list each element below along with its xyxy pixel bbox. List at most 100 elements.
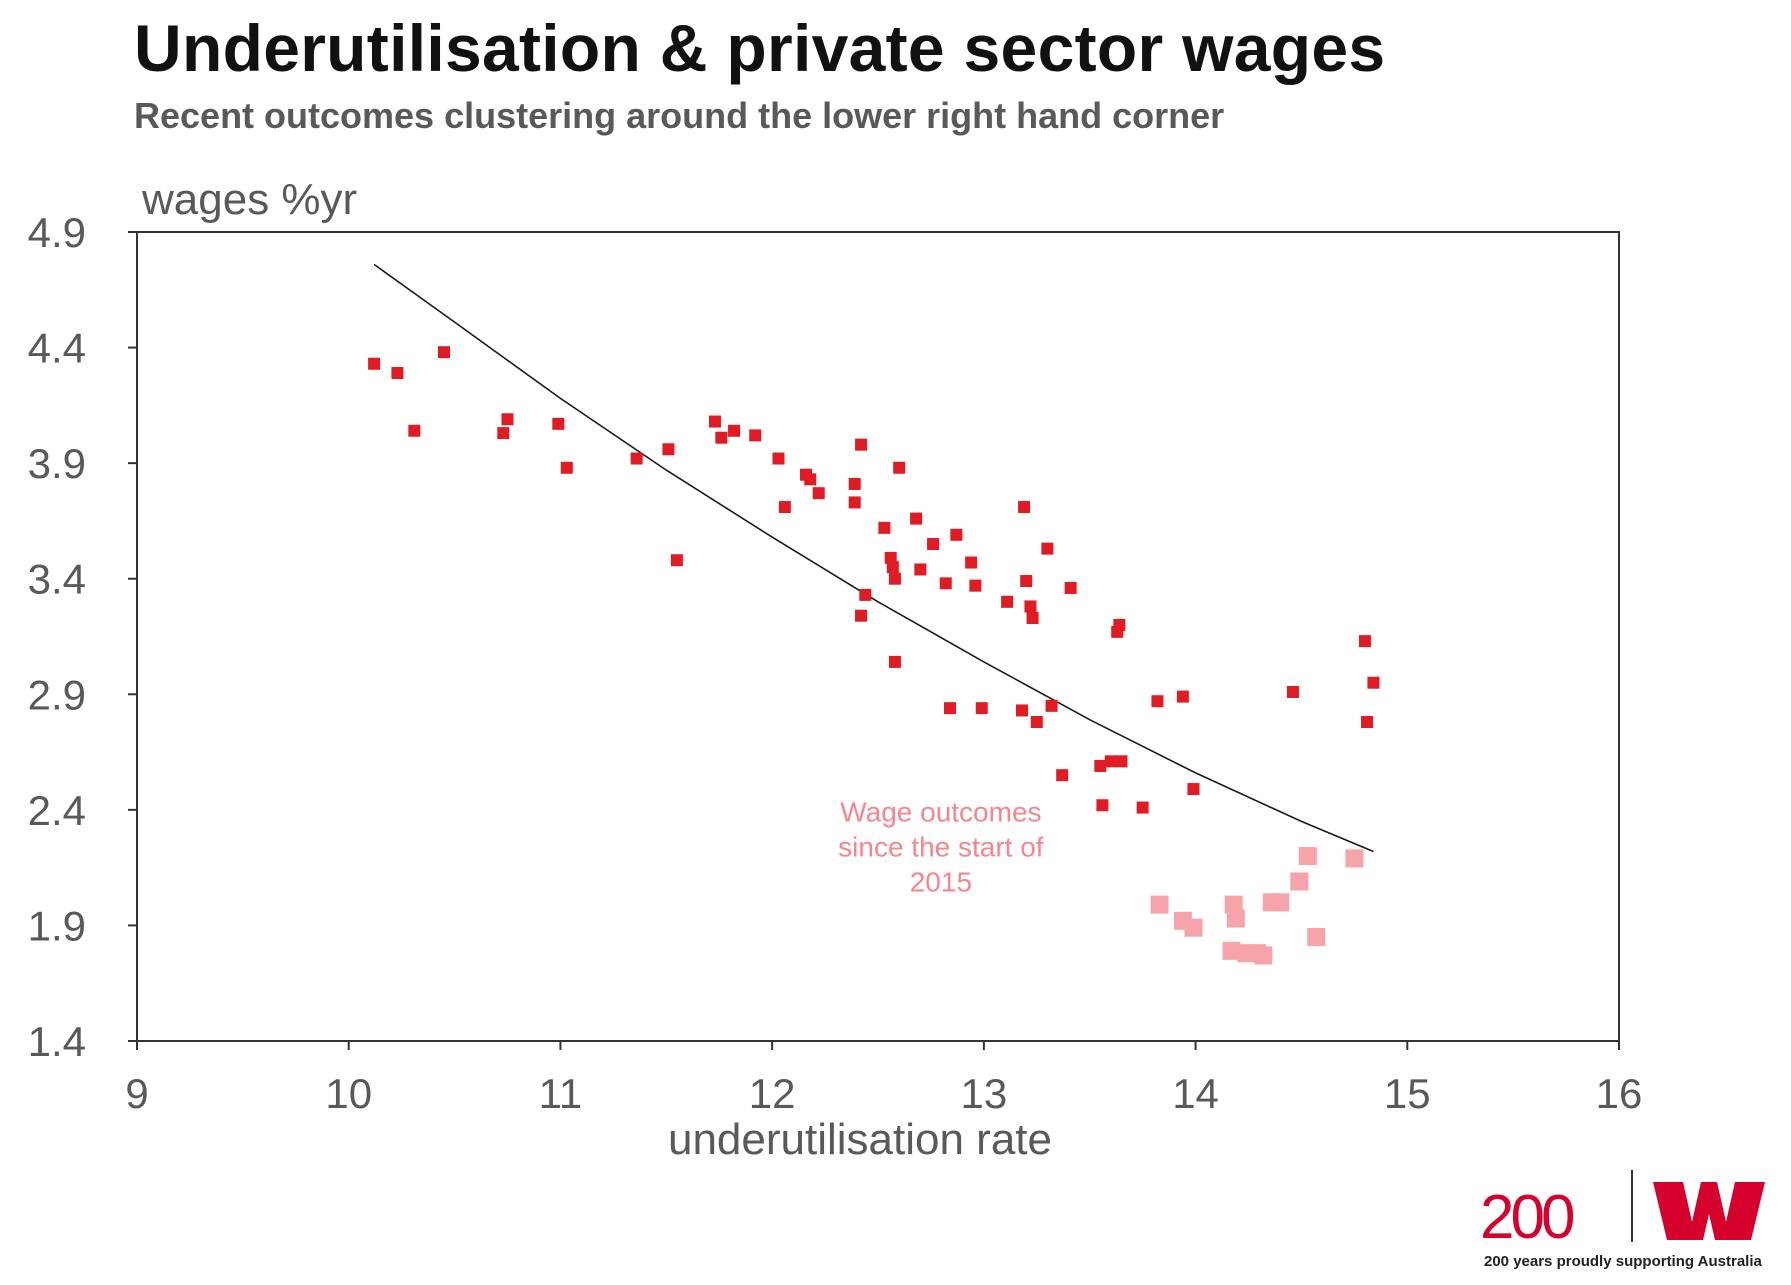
y-tick-label: 4.9	[28, 209, 86, 256]
data-point	[950, 528, 963, 541]
x-tick-label: 12	[749, 1070, 796, 1117]
data-point	[552, 417, 565, 430]
data-point	[1015, 704, 1028, 717]
data-point	[859, 588, 872, 601]
data-point	[778, 501, 791, 514]
data-point	[1056, 769, 1069, 782]
data-point	[1041, 542, 1054, 555]
y-tick-label: 2.4	[28, 787, 86, 834]
westpac-w-icon	[1653, 1182, 1765, 1240]
brand-tagline: 200 years proudly supporting Australia	[1484, 1253, 1762, 1270]
y-tick-label: 1.4	[28, 1018, 86, 1065]
data-point	[804, 473, 817, 486]
data-point	[914, 563, 927, 576]
y-tick-label: 1.9	[28, 902, 86, 949]
x-tick-label: 15	[1384, 1070, 1431, 1117]
chart-subtitle: Recent outcomes clustering around the lo…	[134, 95, 1225, 136]
data-point	[965, 556, 978, 569]
data-point	[1026, 612, 1039, 625]
data-point	[1286, 685, 1299, 698]
data-point-recent	[1184, 918, 1203, 937]
data-point	[943, 702, 956, 715]
recent-points-series	[1150, 847, 1364, 965]
x-tick-label: 14	[1172, 1070, 1219, 1117]
y-tick-label: 2.9	[28, 671, 86, 718]
westpac-200-logo: 200	[1480, 1170, 1765, 1252]
data-point-recent	[1222, 941, 1241, 960]
data-point	[391, 366, 404, 379]
data-point	[888, 655, 901, 668]
data-point	[408, 424, 421, 437]
data-point	[560, 461, 573, 474]
data-point	[1024, 600, 1037, 613]
data-point-recent	[1298, 847, 1317, 866]
x-tick-label: 11	[539, 1070, 583, 1117]
data-point	[630, 452, 643, 465]
data-point	[728, 424, 741, 437]
data-point-recent	[1307, 927, 1326, 946]
data-point	[1176, 690, 1189, 703]
x-axis-ticks: 9 10 11 12 13 14 15 16	[125, 1041, 1642, 1117]
data-point	[1115, 755, 1128, 768]
data-point	[1018, 501, 1031, 514]
data-point-recent	[1224, 895, 1243, 914]
data-point	[1136, 801, 1149, 814]
data-point	[855, 438, 868, 451]
data-point-recent	[1254, 946, 1273, 965]
data-point	[878, 521, 891, 534]
data-point-recent	[1345, 849, 1364, 868]
y-tick-label: 3.4	[28, 556, 86, 603]
data-point-recent	[1226, 909, 1245, 928]
data-point	[772, 452, 785, 465]
annotation-recent-outcomes: Wage outcomes since the start of 2015	[838, 796, 1044, 897]
data-point	[1113, 618, 1126, 631]
y-tick-label: 4.4	[28, 325, 86, 372]
plot-frame	[136, 231, 1620, 1042]
data-point	[497, 427, 510, 440]
data-point-recent	[1290, 872, 1309, 891]
data-point	[1358, 635, 1371, 648]
data-point	[708, 415, 721, 428]
data-point	[1367, 676, 1380, 689]
x-axis-label: underutilisation rate	[668, 1115, 1052, 1164]
data-point	[1020, 575, 1033, 588]
data-point	[1001, 595, 1014, 608]
data-point	[812, 487, 825, 500]
data-point	[1151, 695, 1164, 708]
y-axis-label: wages %yr	[141, 175, 357, 224]
data-point	[886, 561, 899, 574]
data-point	[749, 429, 762, 442]
data-point	[1045, 699, 1058, 712]
data-point	[1187, 783, 1200, 796]
data-point	[975, 702, 988, 715]
chart-title: Underutilisation & private sector wages	[134, 11, 1386, 85]
data-point	[910, 512, 923, 525]
historical-points-series	[368, 346, 1380, 814]
data-point-recent	[1150, 895, 1169, 914]
data-point	[1030, 716, 1043, 729]
annotation-line: Wage outcomes	[840, 796, 1041, 827]
logo-200-text: 200	[1480, 1183, 1574, 1252]
y-axis-ticks: 1.4 1.9 2.4 2.9 3.4 3.9 4.4 4.9	[28, 209, 137, 1065]
data-point	[893, 461, 906, 474]
data-point	[888, 572, 901, 585]
data-point	[670, 554, 683, 567]
data-point	[848, 477, 861, 490]
data-point	[1064, 581, 1077, 594]
data-point	[1096, 799, 1109, 812]
x-tick-label: 13	[960, 1070, 1007, 1117]
x-tick-label: 10	[325, 1070, 372, 1117]
trend-line	[373, 263, 1374, 853]
data-point	[1094, 759, 1107, 772]
data-point	[368, 357, 381, 370]
y-tick-label: 3.9	[28, 440, 86, 487]
x-tick-label: 9	[125, 1070, 148, 1117]
data-point	[662, 443, 675, 456]
data-point-recent	[1271, 893, 1290, 912]
data-point	[969, 579, 982, 592]
annotation-line: since the start of	[838, 831, 1044, 862]
x-tick-label: 16	[1596, 1070, 1643, 1117]
data-point	[715, 431, 728, 444]
data-point	[501, 413, 514, 426]
